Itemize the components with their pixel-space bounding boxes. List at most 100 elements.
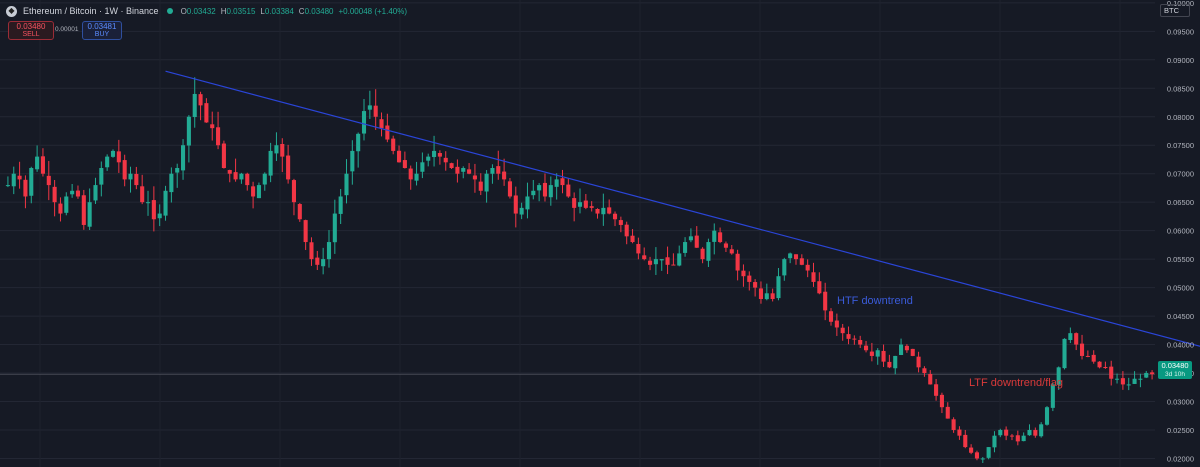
buy-button[interactable]: 0.03481 BUY [82, 21, 122, 40]
candle-body [128, 173, 133, 180]
candle-body [443, 157, 448, 163]
chart-grid [0, 2, 1155, 459]
candle-body [863, 345, 869, 351]
candle-body [490, 168, 495, 174]
candle-body [718, 232, 723, 243]
ltf-annotation: LTF downtrend/flag [969, 377, 1063, 389]
candle-body [852, 338, 857, 340]
candle-body [560, 178, 565, 186]
candle-body [52, 186, 57, 203]
candle-body [221, 143, 226, 169]
candle-body [116, 151, 121, 163]
candle-body [817, 281, 822, 294]
candle-body [1138, 378, 1143, 380]
bar-countdown: 3d 10h [1165, 371, 1185, 378]
candle-body [467, 169, 472, 174]
candle-body [5, 185, 10, 187]
candle-body [181, 145, 186, 171]
candle-body [1004, 429, 1009, 436]
ohlc-value: 0.03432 [186, 6, 216, 16]
candle-body [1103, 366, 1108, 368]
ethereum-logo-icon: ◆ [6, 5, 17, 17]
y-tick-label: 0.10000 [1167, 0, 1194, 8]
ohlc-values: O0.03432 H0.03515 L0.03384 C0.03480 +0.0… [181, 7, 407, 16]
y-tick-label: 0.07000 [1167, 170, 1194, 179]
candle-body [823, 291, 828, 311]
candle-body [887, 361, 892, 368]
candle-body [513, 195, 518, 214]
candle-body [939, 394, 944, 408]
candle-body [910, 348, 915, 356]
candle-body [122, 160, 127, 180]
candle-body [542, 182, 548, 197]
candle-body [1074, 333, 1079, 345]
candle-body [35, 156, 40, 170]
candle-body [461, 168, 466, 172]
candle-body [23, 179, 28, 197]
ohlc-key: H [220, 6, 227, 16]
candle-body [899, 344, 904, 355]
candle-body [210, 124, 215, 129]
candle-body [922, 368, 927, 374]
candle-body [671, 264, 676, 266]
candle-body [239, 173, 244, 180]
candle-body [735, 253, 740, 271]
candle-body [677, 253, 682, 266]
candle-body [840, 327, 845, 334]
candle-body [303, 220, 308, 243]
candle-body [934, 384, 939, 396]
symbol-title[interactable]: Ethereum / Bitcoin · 1W · Binance [23, 6, 159, 16]
candle-body [1021, 435, 1026, 442]
candle-body [1062, 338, 1067, 369]
candle-body [472, 175, 477, 180]
candle-body [1150, 372, 1155, 375]
candle-body [846, 334, 851, 339]
candle-body [741, 270, 746, 277]
candle-body [869, 351, 874, 356]
sell-button[interactable]: 0.03480 SELL [8, 21, 54, 40]
candle-body [1050, 384, 1055, 408]
candle-body [216, 127, 221, 146]
candle-body [484, 173, 489, 192]
candle-body [145, 202, 151, 204]
candle-body [356, 133, 361, 152]
y-tick-label: 0.02000 [1167, 454, 1194, 463]
candle-body [630, 235, 635, 243]
candle-body [642, 255, 647, 260]
candle-body [1009, 435, 1015, 437]
candle-body [1115, 378, 1120, 380]
htf-annotation: HTF downtrend [837, 295, 913, 307]
candle-body [507, 181, 512, 197]
candle-body [1132, 378, 1137, 384]
candle-body [1097, 361, 1102, 368]
candle-body [928, 374, 933, 385]
candle-body [286, 155, 291, 180]
candle-body [700, 248, 705, 260]
candle-body [665, 257, 670, 265]
candle-body [723, 243, 728, 248]
ohlc-change: +0.00048 (+1.40%) [338, 6, 408, 16]
buy-label: BUY [94, 30, 110, 38]
candle-body [361, 111, 367, 134]
y-tick-label: 0.04500 [1167, 312, 1194, 321]
last-price-badge: 0.03480 3d 10h [1158, 361, 1192, 379]
currency-selector-button[interactable]: BTC [1160, 4, 1190, 17]
candle-body [367, 105, 372, 110]
candle-body [175, 168, 180, 173]
candle-body [326, 242, 332, 260]
candle-body [688, 236, 693, 241]
candle-body [998, 429, 1003, 436]
candle-body [1085, 355, 1090, 357]
candle-body [385, 125, 390, 140]
candles [5, 77, 1155, 463]
candle-body [706, 242, 711, 261]
candle-body [46, 175, 51, 186]
candle-body [881, 350, 886, 362]
candle-body [618, 220, 623, 225]
candle-body [140, 186, 145, 203]
candle-body [11, 173, 16, 187]
candle-body [379, 119, 384, 129]
candle-body [782, 259, 787, 276]
candle-body [974, 452, 979, 459]
